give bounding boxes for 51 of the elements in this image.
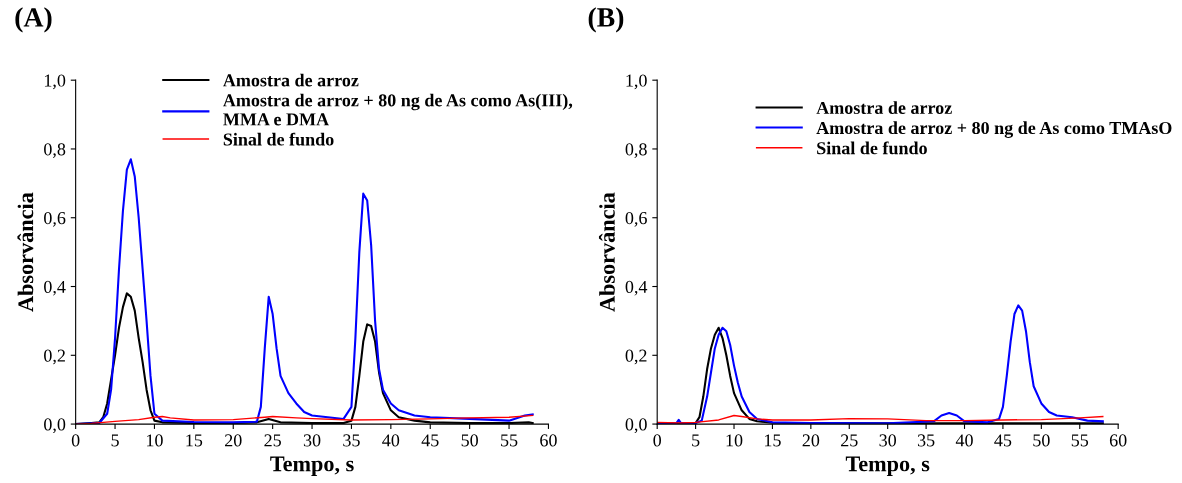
y-tick-label: 0,6 — [44, 211, 66, 227]
legend-label: Amostra de arroz + 80 ng de As como As(III), MMA e DMA — [223, 93, 573, 126]
y-tick-label: 0,0 — [625, 418, 647, 434]
x-tick-label: 35 — [917, 434, 935, 447]
y-axis-title: Absorvância — [598, 192, 615, 312]
x-tick-label: 60 — [540, 434, 557, 447]
x-tick-label: 55 — [501, 434, 518, 447]
y-tick-label: 0,2 — [44, 349, 65, 365]
x-tick-label: 60 — [1109, 434, 1127, 447]
x-tick-label: 55 — [1071, 434, 1089, 447]
x-tick-label: 35 — [343, 434, 360, 447]
x-tick-label: 50 — [1033, 434, 1050, 447]
x-tick-label: 50 — [461, 434, 478, 447]
y-tick-label: 0,4 — [44, 280, 66, 296]
y-tick-label: 0,8 — [625, 143, 647, 158]
legend-label: Sinal de fundo — [817, 141, 927, 155]
chart-title: (A) — [15, 7, 52, 33]
x-tick-label: 10 — [726, 434, 743, 447]
x-tick-label: 45 — [421, 434, 439, 447]
y-tick-label: 0,4 — [625, 280, 648, 296]
x-tick-label: 25 — [264, 434, 281, 447]
x-axis-title: Tempo, s — [845, 456, 930, 476]
x-axis-title: Tempo, s — [270, 456, 354, 476]
y-tick-label: 1,0 — [626, 74, 647, 90]
x-tick-label: 30 — [303, 434, 321, 447]
x-tick-label: 0 — [653, 434, 662, 447]
x-tick-label: 15 — [765, 434, 781, 447]
x-tick-label: 30 — [879, 434, 897, 447]
y-tick-label: 1,0 — [44, 74, 66, 90]
x-tick-label: 10 — [147, 434, 163, 447]
x-tick-label: 20 — [802, 434, 820, 447]
legend-label: Amostra de arroz — [223, 73, 359, 87]
x-tick-label: 5 — [111, 434, 119, 447]
line-series — [657, 414, 1104, 424]
x-tick-label: 40 — [955, 434, 973, 447]
legend-label: Amostra de arroz + 80 ng de As como TMAsO — [816, 121, 1172, 138]
y-tick-label: 0,0 — [44, 418, 66, 434]
x-tick-label: 25 — [841, 434, 858, 447]
x-tick-label: 40 — [382, 434, 400, 447]
x-tick-label: 5 — [692, 434, 700, 447]
legend-label: Sinal de fundo — [223, 132, 334, 146]
x-tick-label: 20 — [225, 434, 242, 447]
y-tick-label: 0,6 — [625, 211, 647, 227]
y-tick-label: 0,8 — [44, 143, 66, 158]
x-tick-label: 45 — [994, 434, 1012, 447]
y-tick-label: 0,2 — [625, 349, 647, 365]
chart-title: (B) — [588, 7, 624, 33]
x-tick-label: 15 — [186, 434, 203, 447]
y-axis-title: Absorvância — [17, 192, 34, 312]
legend-label: Amostra de arroz — [816, 101, 952, 114]
x-tick-label: 0 — [71, 434, 80, 447]
